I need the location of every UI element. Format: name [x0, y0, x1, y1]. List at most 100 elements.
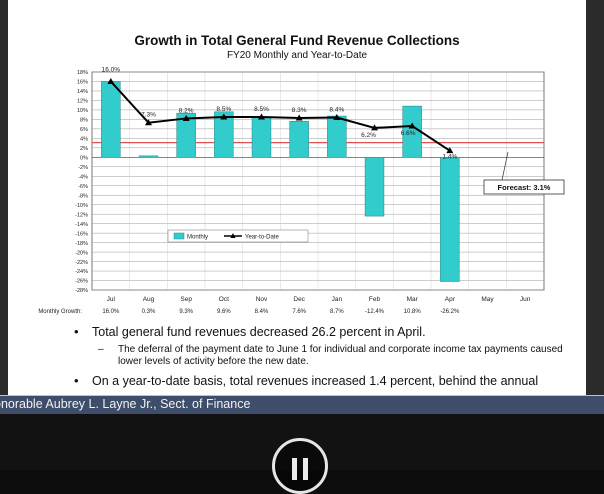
legend-swatch-ytd-marker: [230, 233, 236, 238]
forecast-callout-label: Forecast: 3.1%: [498, 183, 551, 192]
forecast-callout-leader: [501, 151, 509, 181]
revenue-growth-chart: 18% 16% 14% 12% 10% 8% 6% 4% 2% 0% -2% -4% -6% -8% -10…: [38, 66, 565, 315]
x-tick-label: May: [481, 296, 494, 303]
y-tick-label: 10%: [77, 108, 88, 114]
y-tick-label: -20%: [75, 250, 88, 256]
ytd-point: [220, 113, 228, 120]
pause-icon: [303, 458, 308, 480]
pause-icon: [292, 458, 297, 480]
bullet-2: • On a year-to-date basis, total revenue…: [74, 373, 574, 388]
y-tick-label: 16%: [77, 80, 88, 86]
monthly-bar: [364, 157, 385, 217]
y-tick-label: -8%: [78, 193, 88, 199]
y-tick-label: -22%: [75, 260, 88, 266]
monthly-bar: [251, 117, 272, 158]
y-tick-label: 4%: [80, 137, 88, 143]
y-tick-label: 8%: [80, 118, 88, 124]
y-tick-label: 0%: [80, 156, 88, 162]
y-tick-label: 14%: [77, 89, 88, 95]
ytd-data-label: 8.2%: [179, 107, 194, 114]
presentation-slide: Growth in Total General Fund Revenue Col…: [8, 0, 586, 395]
ytd-data-label: 8.4%: [329, 106, 344, 113]
monthly-bar: [289, 120, 309, 158]
x-tick-label: Sep: [180, 296, 192, 303]
ytd-data-label: 16.0%: [102, 66, 121, 73]
monthly-growth-value: 9.3%: [179, 309, 193, 315]
ytd-data-label: 8.5%: [254, 106, 269, 113]
legend-label-monthly: Monthly: [187, 235, 208, 241]
monthly-growth-value: 7.6%: [292, 309, 306, 315]
monthly-bar: [176, 112, 196, 158]
ytd-point: [446, 147, 454, 154]
x-tick-label: Jun: [520, 296, 531, 303]
x-tick-label: Dec: [293, 296, 305, 303]
y-tick-label: 18%: [77, 70, 88, 76]
x-tick-label: Jul: [107, 296, 116, 303]
monthly-growth-value: 10.8%: [404, 309, 422, 315]
bullet-2-text: On a year-to-date basis, total revenues …: [92, 374, 539, 388]
legend-label-ytd: Year-to-Date: [245, 235, 279, 241]
ytd-point: [145, 119, 152, 126]
monthly-growth-value: 16.0%: [102, 309, 120, 315]
pause-button[interactable]: [272, 438, 328, 494]
monthly-bar: [101, 81, 121, 158]
x-tick-label: Jan: [332, 296, 343, 303]
y-tick-label: -18%: [75, 241, 88, 247]
forecast-callout-box: [483, 179, 565, 195]
monthly-growth-value: -12.4%: [365, 309, 385, 315]
lower-third-caption: onorable Aubrey L. Layne Jr., Sect. of F…: [0, 395, 604, 414]
y-tick-label: -4%: [78, 174, 88, 180]
x-tick-label: Apr: [445, 296, 456, 303]
ytd-data-label: 8.5%: [216, 106, 231, 113]
chart-title: Growth in Total General Fund Revenue Col…: [134, 33, 460, 48]
monthly-bar: [214, 111, 234, 158]
monthly-growth-value: 0.3%: [142, 309, 156, 315]
ytd-point: [333, 113, 341, 120]
bullet-1-sub: – The deferral of the payment date to Ju…: [74, 344, 574, 368]
legend-swatch-monthly: [173, 232, 185, 240]
x-tick-label: Nov: [256, 296, 268, 303]
monthly-growth-value: -26.2%: [440, 309, 460, 315]
monthly-bar: [327, 115, 347, 158]
bullet-1-sub-text: The deferral of the payment date to June…: [118, 344, 563, 367]
ytd-data-label: 8.3%: [292, 107, 307, 114]
ytd-data-label: 1.4%: [442, 154, 457, 161]
monthly-growth-value: 8.4%: [255, 309, 269, 315]
y-tick-label: 12%: [77, 99, 88, 105]
y-tick-label: -12%: [75, 212, 88, 218]
caption-text: onorable Aubrey L. Layne Jr., Sect. of F…: [0, 397, 251, 411]
ytd-point: [107, 77, 115, 84]
slide-bullets: • Total general fund revenues decreased …: [74, 324, 574, 388]
ytd-point: [258, 113, 265, 120]
ytd-point: [182, 114, 190, 121]
ytd-data-label: 6.2%: [361, 132, 376, 139]
bullet-dot: •: [74, 373, 79, 388]
bullet-dash: –: [98, 344, 104, 355]
x-tick-label: Mar: [407, 296, 419, 303]
y-tick-label: 2%: [80, 146, 88, 152]
video-frame[interactable]: Growth in Total General Fund Revenue Col…: [0, 0, 604, 395]
y-tick-label: -26%: [75, 279, 88, 285]
monthly-bar: [440, 157, 460, 282]
y-tick-label: 6%: [80, 127, 88, 133]
ytd-data-label: 7.3%: [141, 112, 156, 119]
ytd-line: [110, 80, 451, 152]
y-tick-label: -14%: [75, 222, 88, 228]
monthly-growth-row-label: Monthly Growth:: [38, 309, 82, 315]
monthly-growth-value: 8.7%: [330, 309, 344, 315]
monthly-growth-value: 9.6%: [217, 309, 231, 315]
ytd-point: [295, 114, 303, 121]
x-tick-label: Feb: [369, 296, 381, 303]
bullet-1: • Total general fund revenues decreased …: [74, 324, 574, 339]
x-tick-label: Aug: [143, 296, 155, 303]
ytd-point: [371, 124, 378, 131]
ytd-data-label: 6.6%: [401, 130, 416, 137]
monthly-bar: [138, 155, 159, 158]
y-tick-label: -10%: [75, 203, 88, 209]
y-tick-label: -24%: [75, 269, 88, 275]
y-tick-label: -16%: [75, 231, 88, 237]
ytd-point: [408, 122, 416, 129]
bullet-1-text: Total general fund revenues decreased 26…: [92, 325, 426, 339]
chart-subtitle: FY20 Monthly and Year-to-Date: [226, 50, 368, 61]
y-tick-label: -6%: [78, 184, 88, 190]
